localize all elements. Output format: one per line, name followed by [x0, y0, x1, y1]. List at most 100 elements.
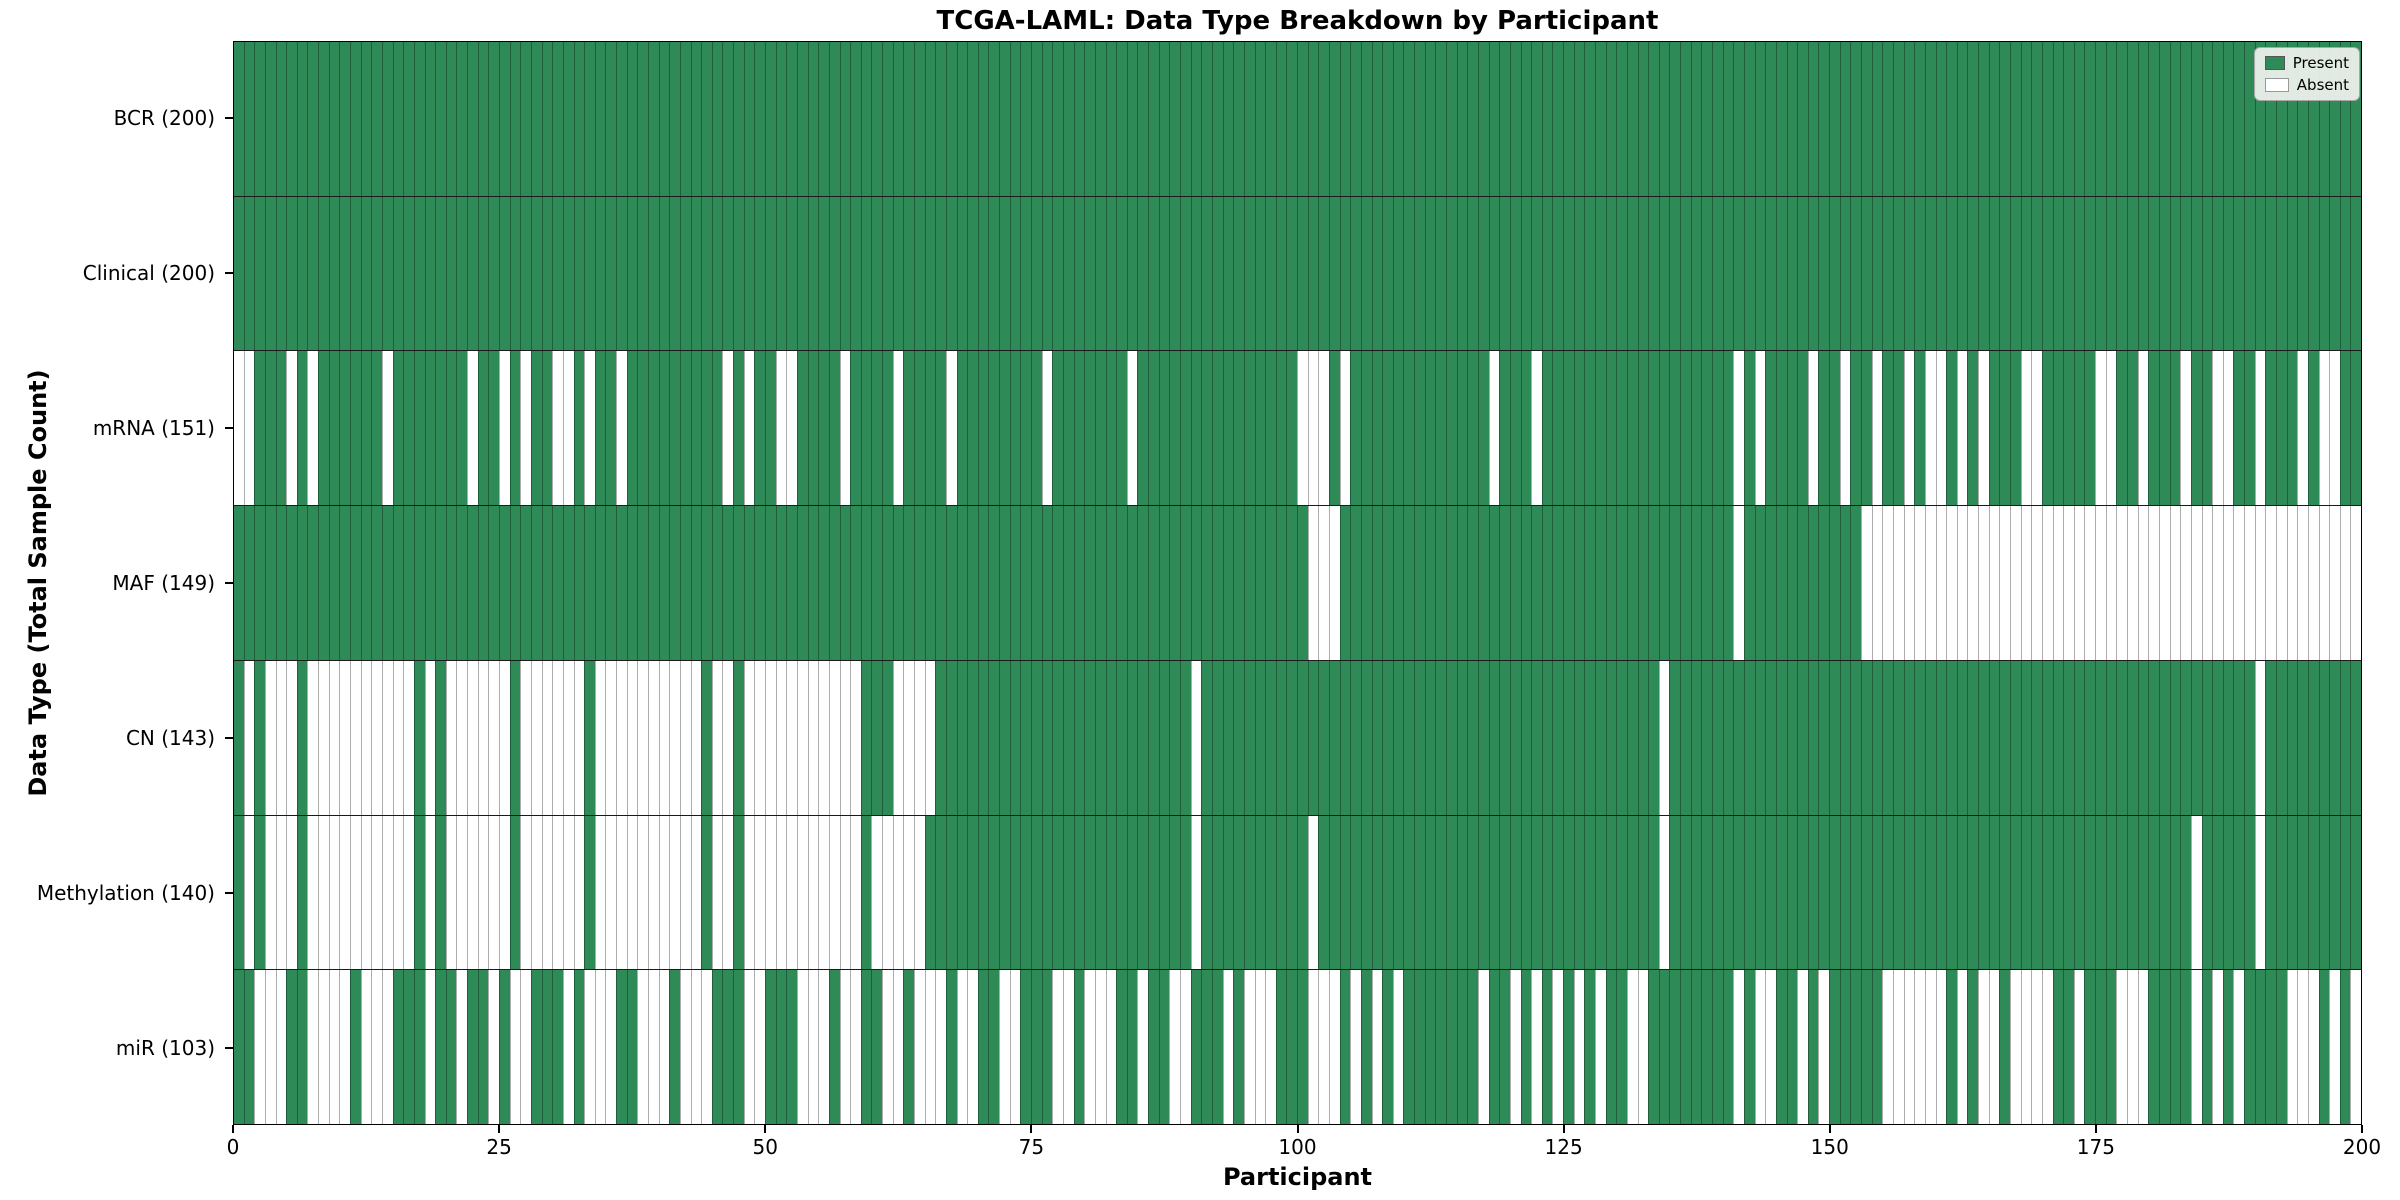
heatmap-cell [977, 196, 989, 351]
heatmap-cell [701, 196, 712, 351]
heatmap-cell [1712, 815, 1723, 970]
heatmap-cell [2276, 351, 2287, 506]
heatmap-cell [509, 970, 521, 1125]
heatmap-cell [1743, 970, 1755, 1125]
heatmap-cell [1350, 506, 1361, 660]
heatmap-cell [573, 196, 585, 351]
heatmap-cell [1073, 970, 1085, 1125]
heatmap-cell [839, 351, 851, 506]
heatmap-cell [1509, 660, 1521, 815]
heatmap-cell [2020, 660, 2032, 815]
heatmap-cell [999, 506, 1010, 660]
heatmap-cell [339, 506, 351, 660]
heatmap-cell [552, 660, 563, 815]
heatmap-cell [488, 815, 500, 970]
heatmap-cell [1403, 970, 1415, 1125]
heatmap-cell [1392, 196, 1404, 351]
heatmap-cell [2020, 970, 2032, 1125]
heatmap-cell [1520, 970, 1532, 1125]
heatmap-cell [775, 506, 787, 660]
heatmap-cell [1488, 815, 1500, 970]
heatmap-cell [1180, 196, 1191, 351]
present-swatch-icon [2265, 56, 2285, 70]
heatmap-cell [2276, 506, 2287, 660]
heatmap-cell [2041, 815, 2053, 970]
heatmap-cell [339, 815, 351, 970]
heatmap-cell [243, 196, 255, 351]
heatmap-cell [1903, 815, 1915, 970]
heatmap-cell [1233, 970, 1244, 1125]
heatmap-cell [1680, 351, 1691, 506]
heatmap-cell [711, 42, 723, 196]
heatmap-cell [1658, 970, 1670, 1125]
heatmap-cell [2190, 42, 2202, 196]
heatmap-cell [1743, 660, 1755, 815]
heatmap-cell [1669, 351, 1681, 506]
heatmap-cell [2318, 660, 2330, 815]
heatmap-cell [1754, 970, 1766, 1125]
heatmap-cell [1062, 42, 1074, 196]
heatmap-cell [818, 351, 829, 506]
heatmap-cell [1563, 196, 1574, 351]
heatmap-cell [1935, 196, 1947, 351]
heatmap-cell [658, 196, 670, 351]
heatmap-cell [2222, 351, 2234, 506]
heatmap-cell [967, 815, 978, 970]
x-tick-mark [1030, 1125, 1033, 1133]
heatmap-cell [392, 506, 404, 660]
heatmap-cell [403, 351, 414, 506]
heatmap-cell [1956, 42, 1968, 196]
heatmap-cell [1020, 506, 1032, 660]
heatmap-cell [234, 351, 244, 506]
heatmap-cell [1265, 815, 1276, 970]
heatmap-cell [1892, 196, 1904, 351]
heatmap-cell [690, 196, 702, 351]
heatmap-cell [1935, 506, 1947, 660]
heatmap-cell [2339, 815, 2351, 970]
heatmap-cell [690, 815, 702, 970]
heatmap-cell [2297, 42, 2308, 196]
heatmap-cell [424, 351, 436, 506]
heatmap-cell [1275, 506, 1287, 660]
heatmap-cell [509, 351, 521, 506]
heatmap-cell [1350, 196, 1361, 351]
heatmap-cell [1211, 506, 1223, 660]
heatmap-cell [1020, 196, 1032, 351]
y-tick-label: MAF (149) [112, 571, 215, 595]
heatmap-cell [1360, 196, 1372, 351]
heatmap-cell [1041, 815, 1053, 970]
heatmap-cell [2073, 351, 2085, 506]
heatmap-cell [2095, 970, 2106, 1125]
heatmap-cell [403, 970, 414, 1125]
heatmap-cell [754, 970, 766, 1125]
heatmap-cell [1084, 970, 1095, 1125]
heatmap-cell [1797, 506, 1808, 660]
heatmap-cell [1924, 660, 1936, 815]
heatmap-cell [1318, 970, 1329, 1125]
heatmap-cell [275, 351, 287, 506]
heatmap-cell [807, 970, 819, 1125]
heatmap-cell [1818, 506, 1830, 660]
heatmap-cell [1488, 506, 1500, 660]
heatmap-cell [1488, 970, 1500, 1125]
heatmap-cell [2020, 196, 2032, 351]
heatmap-cell [1520, 351, 1532, 506]
heatmap-cell [381, 970, 393, 1125]
heatmap-cell [999, 970, 1010, 1125]
heatmap-cell [711, 660, 723, 815]
heatmap-cell [754, 506, 766, 660]
heatmap-cell [1211, 970, 1223, 1125]
heatmap-cell [509, 660, 521, 815]
heatmap-cell [2190, 196, 2202, 351]
heatmap-cell [499, 196, 510, 351]
heatmap-cell [2244, 42, 2255, 196]
heatmap-cell [1690, 506, 1702, 660]
heatmap-cell [296, 42, 308, 196]
heatmap-cell [1403, 506, 1415, 660]
heatmap-cell [1829, 815, 1840, 970]
heatmap-cell [2180, 815, 2191, 970]
heatmap-cell [1999, 815, 2010, 970]
heatmap-cell [1807, 351, 1819, 506]
heatmap-cell [1573, 815, 1585, 970]
heatmap-cell [924, 815, 936, 970]
